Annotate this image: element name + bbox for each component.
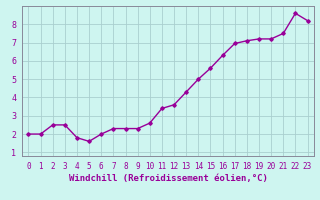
X-axis label: Windchill (Refroidissement éolien,°C): Windchill (Refroidissement éolien,°C): [68, 174, 268, 183]
